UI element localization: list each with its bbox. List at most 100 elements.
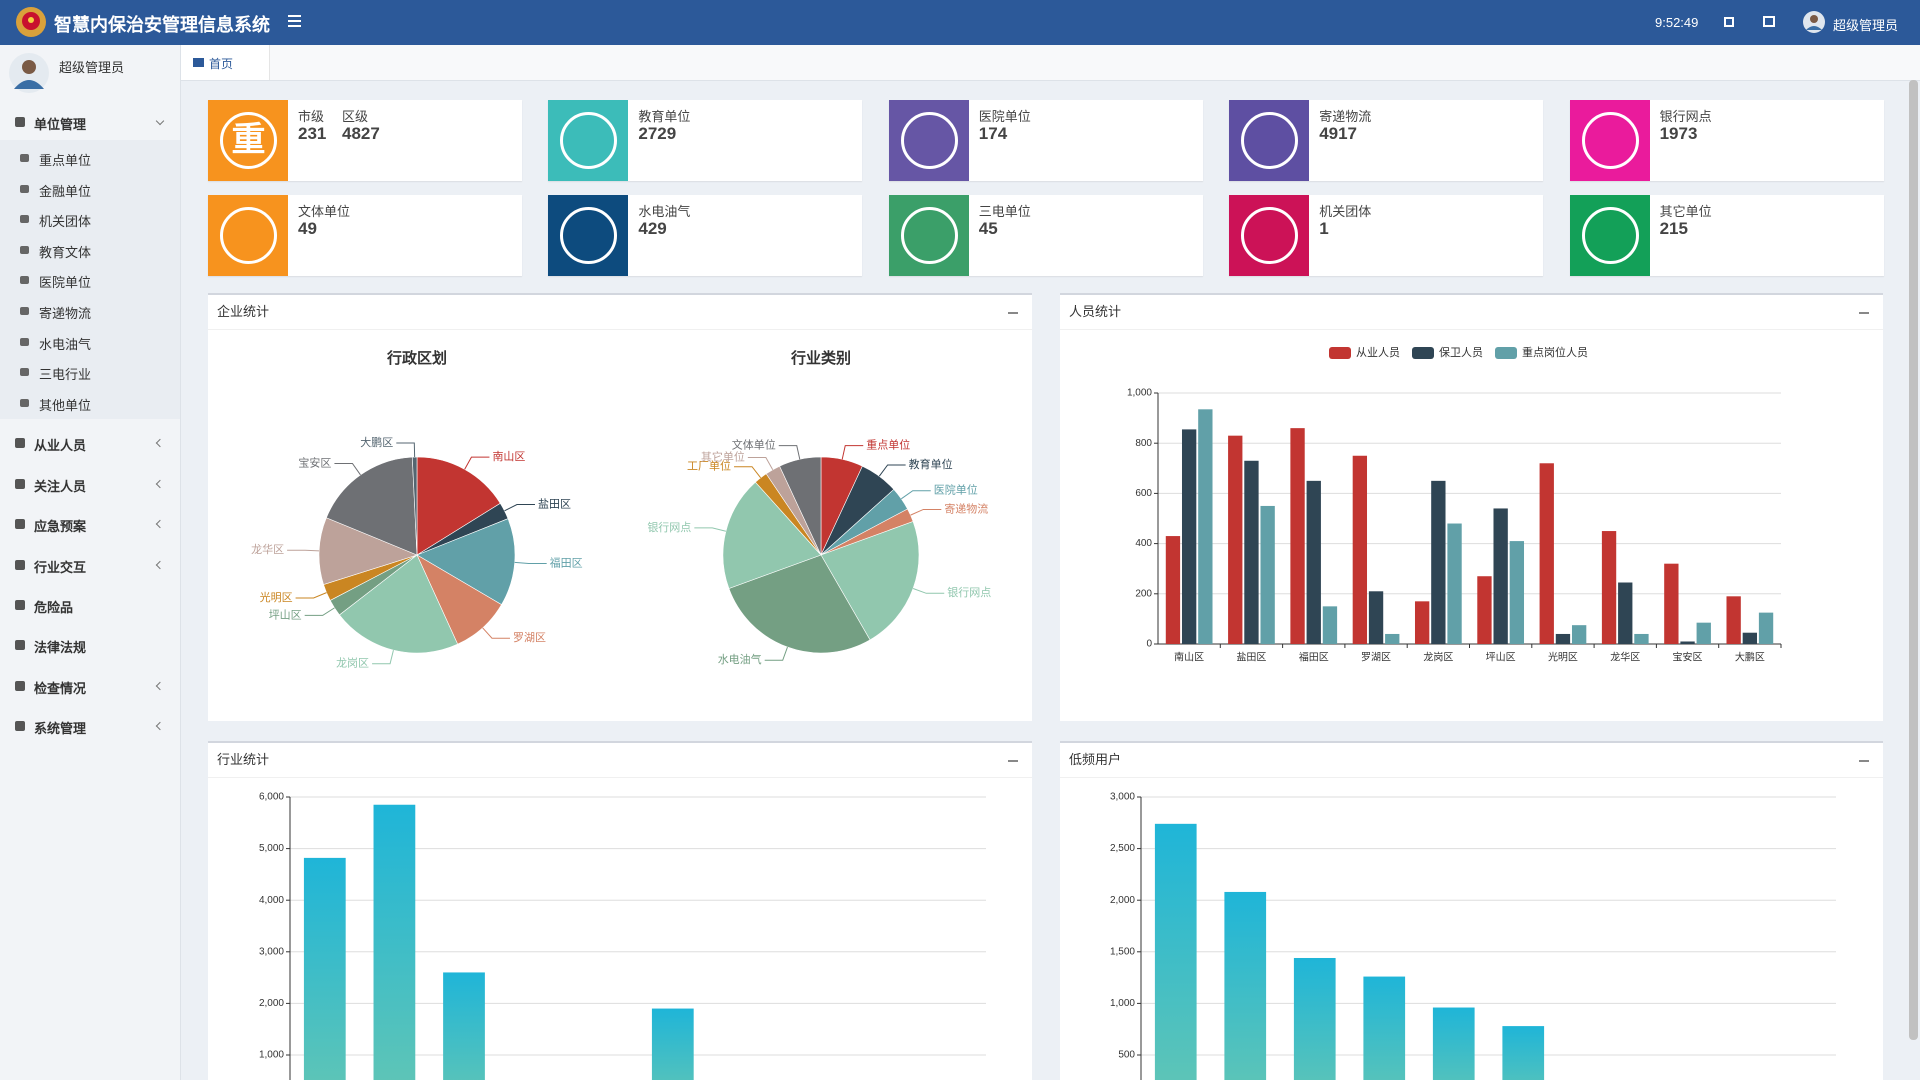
card-icon-ring: 重 xyxy=(220,112,277,169)
home-tab[interactable]: 首页 xyxy=(181,45,270,80)
bar xyxy=(1306,480,1321,644)
bar xyxy=(373,804,416,1080)
top-bar: 智慧内保治安管理信息系统 9:52:49 超级管理员 xyxy=(0,0,1920,45)
card-icon-ring xyxy=(1241,207,1299,264)
y-tick-label: 0 xyxy=(1146,639,1152,650)
slice-label: 罗湖区 xyxy=(513,631,546,644)
chevron xyxy=(155,560,165,569)
panel-chart: 0 200 400 600 800 1,000 南山区 盐田区 福田区 罗湖区 龙岗区 坪山区 光明区 龙… xyxy=(1127,345,1782,664)
menu-toggle[interactable] xyxy=(288,15,301,27)
sidebar: 超级管理员 单位管理重点单位金融单位机关团体教育文体医院单位寄递物流水电油气三电… xyxy=(0,45,181,1080)
card-label: 区级 xyxy=(342,109,369,124)
label-line xyxy=(910,508,942,516)
panel-title: 低频用户 xyxy=(1069,752,1122,767)
submenu-item[interactable]: 重点单位 xyxy=(39,153,92,168)
submenu-item[interactable]: 其他单位 xyxy=(39,397,92,413)
menu-icon xyxy=(15,519,25,530)
stat-card: 文体单位 49 xyxy=(208,195,522,276)
bar xyxy=(1509,541,1525,644)
card-value: 215 xyxy=(1659,219,1688,238)
menu-item[interactable]: 法律法规 xyxy=(34,640,87,656)
chevron xyxy=(155,439,165,448)
x-tick-label: 南山区 xyxy=(1174,651,1204,664)
submenu-item[interactable]: 教育文体 xyxy=(39,244,92,260)
y-tick-label: 2,000 xyxy=(1110,895,1135,906)
submenu-icon xyxy=(20,398,29,407)
submenu-item[interactable]: 医院单位 xyxy=(39,275,92,291)
panel-header: 行业统计 xyxy=(208,743,1032,778)
label-line xyxy=(841,445,864,460)
submenu-item[interactable]: 寄递物流 xyxy=(39,306,92,321)
card-icon-ring xyxy=(900,112,958,169)
menu-icon xyxy=(15,559,25,570)
card-icon xyxy=(548,100,629,181)
menu-item[interactable]: 行业交互 xyxy=(34,559,87,575)
submenu-item[interactable]: 水电油气 xyxy=(39,336,92,352)
bar xyxy=(1447,523,1462,644)
sidebar-user: 超级管理员 xyxy=(59,60,125,75)
menu-item[interactable]: 关注人员 xyxy=(34,478,87,494)
stat-card: 寄递物流 4917 xyxy=(1229,100,1544,181)
panel: 企业统计 行政区划 南山区 盐田区 福田区 罗湖区 龙岗区 坪山区 光明区 龙华区 宝安区 大鹏区 行业… xyxy=(208,293,1032,721)
x-tick-label: 宝安区 xyxy=(1673,651,1703,664)
panel-title: 人员统计 xyxy=(1069,304,1122,319)
card-value: 49 xyxy=(298,219,317,238)
slice-label: 银行网点 xyxy=(947,585,991,599)
menu-item[interactable]: 危险品 xyxy=(34,600,74,615)
card-icon-ring xyxy=(560,112,618,169)
y-tick-label: 800 xyxy=(1135,438,1152,449)
submenu-item[interactable]: 金融单位 xyxy=(39,183,92,199)
card-icon xyxy=(1569,195,1650,276)
label-line xyxy=(764,646,788,661)
slice-label: 福田区 xyxy=(550,555,583,569)
card-value: 45 xyxy=(978,219,998,238)
slice-label: 龙岗区 xyxy=(336,657,369,670)
menu-item[interactable]: 单位管理 xyxy=(34,117,87,132)
menu-item[interactable]: 从业人员 xyxy=(34,438,87,454)
x-tick-label: 罗湖区 xyxy=(1361,652,1391,664)
user-name[interactable]: 超级管理员 xyxy=(1833,18,1899,33)
collapse-button[interactable] xyxy=(1008,760,1018,762)
panel-header: 低频用户 xyxy=(1060,743,1883,778)
x-tick-label: 坪山区 xyxy=(1486,651,1516,664)
card-icon-ring xyxy=(1241,112,1299,169)
submenu-icon xyxy=(20,184,29,193)
menu-item[interactable]: 系统管理 xyxy=(34,721,87,737)
pie-slice xyxy=(411,456,418,556)
collapse-button[interactable] xyxy=(1008,312,1018,314)
menu-item[interactable]: 检查情况 xyxy=(34,680,87,696)
card-label: 其它单位 xyxy=(1659,204,1712,219)
stat-card: 重 市级 231 区级 4827 xyxy=(208,100,522,181)
fullscreen-button[interactable] xyxy=(1724,17,1734,27)
stat-card: 水电油气 429 xyxy=(548,195,863,276)
menu-item[interactable]: 应急预案 xyxy=(34,519,87,535)
collapse-button[interactable] xyxy=(1859,312,1869,314)
card-icon xyxy=(888,195,969,276)
label-line xyxy=(747,457,774,470)
bar xyxy=(1601,531,1617,644)
collapse-button[interactable] xyxy=(1859,760,1869,762)
submenu-item[interactable]: 机关团体 xyxy=(39,214,92,230)
pie-slice xyxy=(339,554,459,654)
y-tick-label: 2,000 xyxy=(259,998,284,1009)
home-icon xyxy=(193,58,204,67)
submenu-item[interactable]: 三电行业 xyxy=(39,367,92,383)
submenu-icon xyxy=(20,215,29,224)
panel-header: 企业统计 xyxy=(208,295,1032,330)
label-line xyxy=(295,592,327,599)
slice-label: 宝安区 xyxy=(298,455,331,469)
stat-card: 机关团体 1 xyxy=(1229,195,1544,276)
pie-slice xyxy=(820,521,920,641)
card-value: 1973 xyxy=(1659,124,1698,143)
y-tick-label: 6,000 xyxy=(259,792,284,803)
scrollbar[interactable] xyxy=(1909,80,1918,1040)
book-button[interactable] xyxy=(1763,16,1775,27)
panel-chart: 500 1,000 1,500 2,000 2,500 3,000 xyxy=(1110,792,1836,1080)
card-value: 4827 xyxy=(342,124,380,143)
menu-icon xyxy=(15,600,25,610)
card-icon xyxy=(888,100,969,181)
bar xyxy=(1431,480,1446,644)
panel: 低频用户 500 1,000 1,500 2,000 2,500 3,000 xyxy=(1060,741,1883,1080)
chevron xyxy=(155,519,165,529)
menu-icon xyxy=(15,640,25,651)
